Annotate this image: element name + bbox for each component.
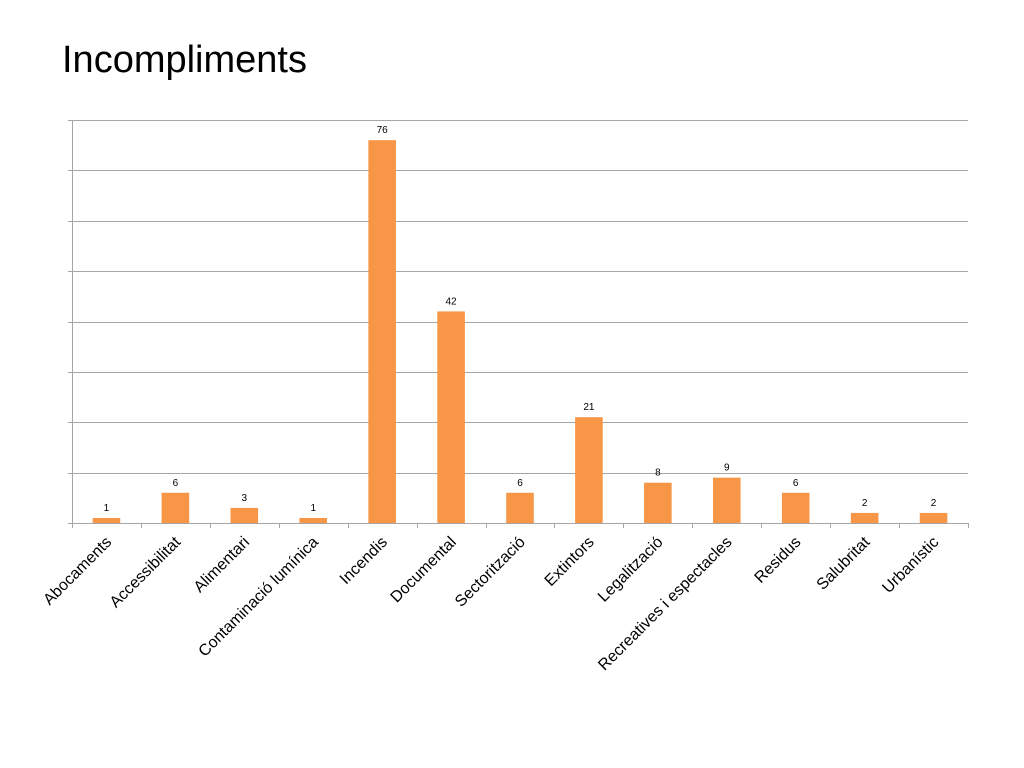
category-label: Alimentari — [191, 534, 253, 596]
slide-title: Incompliments — [62, 39, 307, 81]
gridlines — [72, 120, 968, 474]
bar — [230, 507, 259, 523]
category-label: Incendis — [337, 534, 391, 588]
bar — [92, 517, 121, 523]
bar — [575, 417, 603, 523]
axes — [68, 120, 969, 528]
data-label: 76 — [377, 125, 389, 136]
bar — [437, 311, 465, 523]
data-label: 6 — [517, 478, 523, 489]
bar — [712, 477, 741, 523]
category-label: Extintors — [542, 534, 598, 590]
data-label: 3 — [242, 493, 248, 504]
data-label: 1 — [310, 503, 316, 514]
category-label: Legalització — [595, 534, 667, 606]
data-label: 8 — [655, 468, 661, 479]
data-label: 2 — [862, 498, 868, 509]
bar — [368, 140, 396, 523]
data-label: 42 — [446, 296, 458, 307]
data-label: 1 — [104, 503, 110, 514]
data-label: 6 — [793, 478, 799, 489]
bar — [299, 517, 328, 523]
category-label: Accessibilitat — [107, 533, 185, 611]
category-label: Contaminació lumínica — [196, 534, 323, 661]
category-label: Documental — [388, 534, 460, 606]
bar — [506, 492, 534, 523]
category-label: Urbanístic — [879, 534, 942, 597]
bar — [161, 492, 190, 523]
bar — [850, 512, 879, 523]
bar — [781, 492, 810, 523]
data-labels: 1 6 3 1 76 42 6 21 8 9 6 2 2 — [104, 125, 937, 514]
bars — [92, 140, 948, 523]
category-label: Salubritat — [814, 533, 874, 593]
category-label: Abocaments — [40, 534, 115, 609]
bar — [919, 512, 948, 523]
data-label: 21 — [583, 402, 595, 413]
data-label: 6 — [173, 478, 179, 489]
data-label: 9 — [724, 463, 730, 474]
data-label: 2 — [931, 498, 937, 509]
category-label: Recreatives i espectacles — [595, 534, 735, 674]
category-label: Residus — [752, 534, 805, 587]
category-label: Sectorització — [452, 534, 529, 611]
bar — [644, 482, 672, 523]
